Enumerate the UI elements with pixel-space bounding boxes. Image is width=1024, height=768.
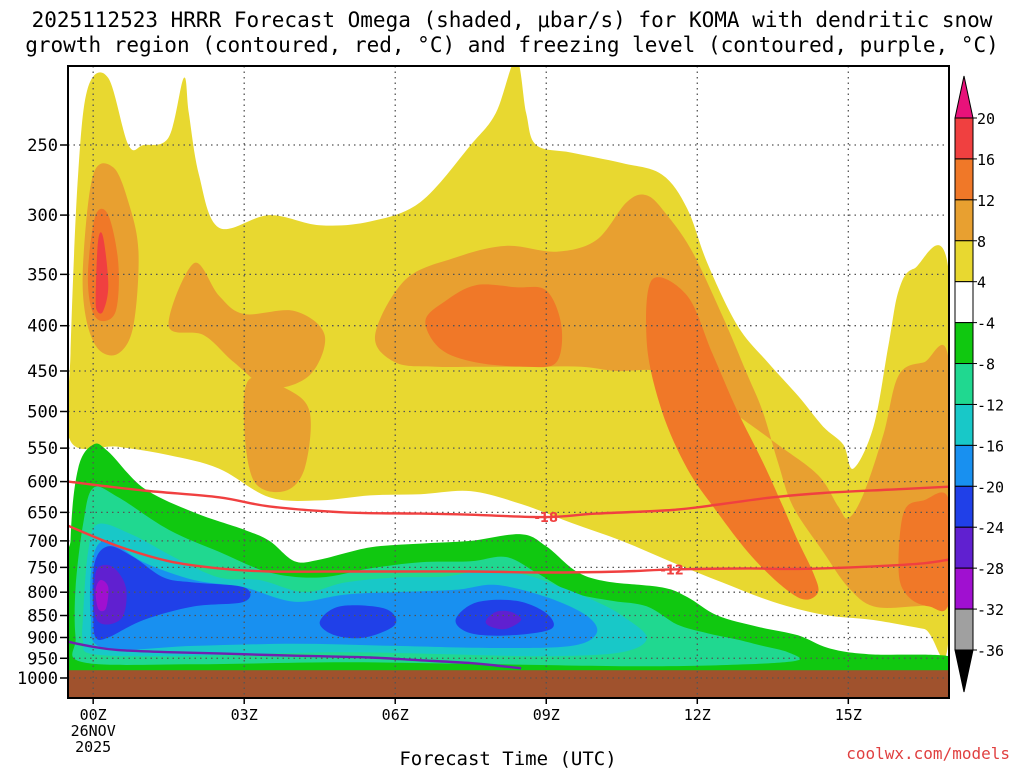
colorbar-box [954, 608, 974, 651]
colorbar-label: 12 [977, 192, 995, 210]
y-tick-label: 700 [27, 532, 58, 552]
y-tick-label: 950 [27, 649, 58, 669]
colorbar-box [954, 199, 974, 242]
colorbar-label: -32 [977, 601, 1004, 619]
colorbar-label: 16 [977, 151, 995, 169]
colorbar-box [954, 526, 974, 569]
y-tick-label: 400 [27, 317, 58, 337]
colorbar-box [954, 567, 974, 610]
colorbar-label: -24 [977, 519, 1004, 537]
contour-label: -18 [535, 511, 559, 526]
colorbar-label: -12 [977, 396, 1004, 414]
chart-title-line1: 2025112523 HRRR Forecast Omega (shaded, … [31, 8, 993, 32]
colorbar-bottom-arrow [954, 649, 974, 693]
colorbar-box [954, 485, 974, 528]
y-tick-label: 900 [27, 628, 58, 648]
colorbar-label: -16 [977, 437, 1004, 455]
colorbar-label: -28 [977, 560, 1004, 578]
colorbar-box [954, 281, 974, 324]
colorbar-label: 8 [977, 233, 986, 251]
y-tick-label: 500 [27, 403, 58, 423]
colorbar-label: -4 [977, 315, 995, 333]
y-tick-label: 250 [27, 136, 58, 156]
colorbar-label: -36 [977, 642, 1004, 660]
y-tick-label: 300 [27, 206, 58, 226]
colorbar-box [954, 444, 974, 487]
colorbar-box [954, 403, 974, 446]
ground-fill [68, 670, 949, 698]
y-tick-label: 600 [27, 473, 58, 493]
colorbar-box [954, 322, 974, 365]
omega-region-3 [243, 377, 311, 493]
colorbar-box [954, 363, 974, 405]
x-tick-label: 03Z [231, 706, 258, 724]
x-tick-sublabel: 26NOV [71, 722, 116, 740]
colorbar-label: 4 [977, 274, 986, 292]
omega-region-2 [168, 262, 326, 389]
x-tick-label: 06Z [382, 706, 409, 724]
omega-region-15 [319, 605, 397, 639]
y-tick-label: 850 [27, 607, 58, 627]
plot-frame [67, 65, 950, 699]
contour-line-2 [68, 640, 522, 670]
colorbar-box [954, 117, 974, 160]
chart-title-line2: growth region (contoured, red, °C) and f… [25, 33, 999, 57]
x-tick-sublabel: 2025 [75, 738, 111, 756]
omega-region-18 [485, 610, 522, 630]
omega-region-6 [425, 284, 563, 368]
credit-text: coolwx.com/models [846, 744, 1010, 763]
contour-line-1 [68, 524, 949, 574]
y-tick-label: 350 [27, 265, 58, 285]
x-tick-label: 12Z [684, 706, 711, 724]
colorbar-top-arrow [954, 75, 974, 119]
y-tick-label: 650 [27, 503, 58, 523]
y-tick-label: 450 [27, 362, 58, 382]
contour-label: -12 [660, 563, 684, 578]
x-axis-label: Forecast Time (UTC) [399, 748, 616, 768]
omega-region-7 [646, 277, 819, 600]
omega-region-8 [898, 492, 949, 612]
x-tick-label: 09Z [533, 706, 560, 724]
contour-line-0 [68, 480, 949, 519]
x-tick-label: 15Z [835, 706, 862, 724]
omega-region-9 [95, 232, 109, 314]
y-tick-label: 800 [27, 583, 58, 603]
colorbar-label: -20 [977, 478, 1004, 496]
omega-region-19 [95, 579, 109, 612]
y-tick-label: 550 [27, 439, 58, 459]
colorbar-box [954, 240, 974, 283]
y-tick-label: 1000 [17, 669, 58, 689]
colorbar-label: 20 [977, 110, 995, 128]
colorbar-box [954, 158, 974, 201]
x-tick-label: 00Z [80, 706, 107, 724]
y-tick-label: 750 [27, 558, 58, 578]
colorbar-label: -8 [977, 356, 995, 374]
omega-region-14 [92, 546, 251, 640]
